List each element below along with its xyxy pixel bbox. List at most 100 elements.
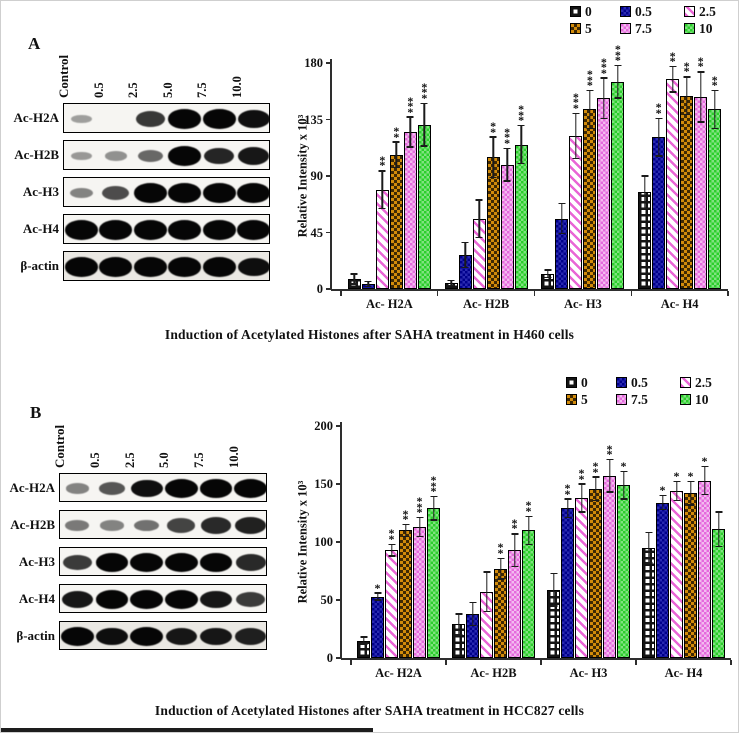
error-cap-bottom [455,634,462,636]
error-bar [527,516,530,545]
blot-band [130,553,164,572]
x-tick-mark [437,290,439,296]
bar-wrap: * * [385,527,398,658]
error-cap-top [564,498,571,500]
blot-band [64,257,98,277]
bar-Ac-H2A-5 [389,154,403,289]
error-cap-top [388,543,395,546]
bar-wrap: * * [486,120,500,289]
panel-b-letter: B [30,403,42,422]
significance-stars: * [673,469,680,484]
significance-stars: * * [592,459,599,479]
error-bar [566,499,569,518]
blot-row-label: β-actin [20,258,59,273]
bar-Ac-H3-0.5 [555,218,569,289]
lane-header: 10.0 [229,76,244,98]
error-cap-top [416,516,423,519]
y-tick-mark [336,483,341,485]
bar-Ac-H2A-0.5 [371,596,384,658]
x-axis-line [331,289,728,291]
error-bar [671,66,674,92]
blot-band [99,220,133,240]
error-cap-top [402,523,409,526]
blot-row-label: Ac-H4 [22,221,59,236]
y-axis-line [340,422,342,658]
bar-Ac-H4-7.5 [698,480,711,658]
bar-wrap: * * [375,154,389,289]
error-cap-bottom [416,535,423,537]
error-cap-bottom [687,504,694,506]
blot-box [59,510,267,539]
bar-wrap: * * [694,55,708,289]
error-cap-top [578,483,585,485]
error-cap-bottom [430,519,437,521]
legend-item: 7.5 [620,21,670,36]
error-cap-top [715,511,722,513]
error-bar [432,496,435,520]
bar-wrap [361,280,375,289]
error-cap-bottom [511,565,518,568]
legend-item: 5 [570,21,606,36]
x-tick-mark [540,659,542,665]
error-cap-top [606,458,613,461]
blot-box [63,214,270,244]
caption-b: Induction of Acetylated Histones after S… [154,703,585,718]
y-tick-label: 0 [316,282,323,296]
error-cap-top [697,71,705,73]
bar-Ac-H4-10 [712,529,725,658]
y-tick-label: 0 [326,651,333,665]
bar-wrap: * [684,471,697,658]
error-cap-bottom [364,285,372,288]
legend-label: 7.5 [631,392,648,407]
bar-wrap: * * * [569,91,583,289]
bar-Ac-H3-10 [611,81,625,289]
blot-band [200,517,232,534]
legend-swatch-5 [570,23,581,34]
blot-band [237,257,269,277]
bar-Ac-H2B-7.5 [500,164,514,289]
lane-header: 7.5 [195,82,210,98]
x-tick-mark [350,659,352,665]
legend-label: 5 [581,392,588,407]
significance-stars: * * * [416,494,423,520]
error-bar [395,142,398,168]
bar-wrap: * [371,582,384,658]
x-category-label: Ac- H3 [569,666,608,680]
blot-band [65,520,90,531]
error-cap-bottom [645,562,652,564]
error-bar [381,171,384,209]
error-bar [685,76,688,115]
error-cap-top [683,76,691,78]
error-bar [362,637,365,645]
lane-header: Control [52,424,68,468]
error-bar [657,118,660,156]
blot-band [70,114,92,124]
blot-row-label: Ac-H3 [18,553,55,569]
error-cap-bottom [392,166,400,168]
error-bar [675,481,678,501]
bar-wrap [347,273,361,289]
error-bar [713,90,716,129]
legend-swatch-2-5 [680,377,691,388]
lane-header: 5.0 [157,452,172,468]
y-tick-mark [326,288,331,290]
x-tick-mark [635,659,637,665]
error-cap-top [392,141,400,143]
blot-band [104,151,127,161]
legend-b: 0 0.5 2.5 5 7.5 10 [566,375,726,407]
y-tick-mark [326,175,331,177]
error-cap-bottom [378,207,386,210]
legend-item: 0.5 [616,375,666,390]
blot-band [134,519,159,532]
error-bar [580,484,583,512]
error-cap-bottom [374,599,381,601]
bar-wrap [466,601,479,658]
x-category-label: Ac- H4 [664,666,703,680]
significance-stars: * [374,580,381,595]
legend-label: 7.5 [635,21,652,36]
error-cap-top [600,77,608,79]
blot-row-label: Ac-H4 [18,590,55,606]
error-cap-bottom [525,543,532,546]
blot-band [236,592,266,607]
blot-band [237,220,269,240]
